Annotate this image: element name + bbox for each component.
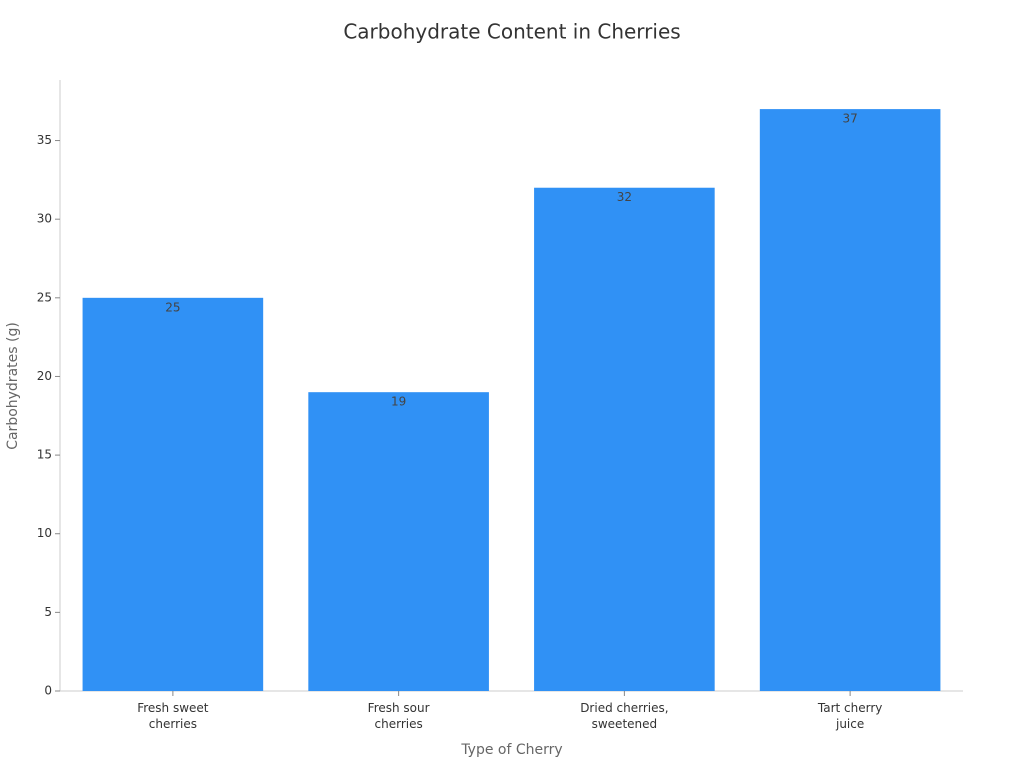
x-tick-label: Tart cherry juice [817, 701, 883, 731]
bar [759, 109, 941, 692]
x-tick-label: Fresh sweet cherries [137, 701, 209, 731]
value-label: 32 [617, 190, 632, 204]
bar [534, 187, 715, 691]
value-label: 25 [165, 300, 180, 314]
bar [82, 297, 264, 691]
y-tick-label: 35 [37, 133, 52, 147]
chart-title: Carbohydrate Content in Cherries [343, 20, 680, 44]
y-tick-label: 0 [44, 684, 52, 698]
y-tick-label: 30 [37, 212, 52, 226]
bar [308, 392, 489, 691]
x-tick-label: Dried cherries, sweetened [580, 701, 668, 731]
value-label: 19 [391, 395, 406, 409]
y-tick-label: 25 [37, 290, 52, 304]
value-label: 37 [842, 112, 857, 126]
y-tick-label: 5 [44, 605, 52, 619]
y-axis-title: Carbohydrates (g) [5, 322, 21, 450]
y-tick-label: 15 [37, 448, 52, 462]
x-tick-label: Fresh sour cherries [368, 701, 430, 731]
y-tick-label: 20 [37, 369, 52, 383]
x-axis-title: Type of Cherry [460, 742, 562, 758]
y-tick-label: 10 [37, 526, 52, 540]
